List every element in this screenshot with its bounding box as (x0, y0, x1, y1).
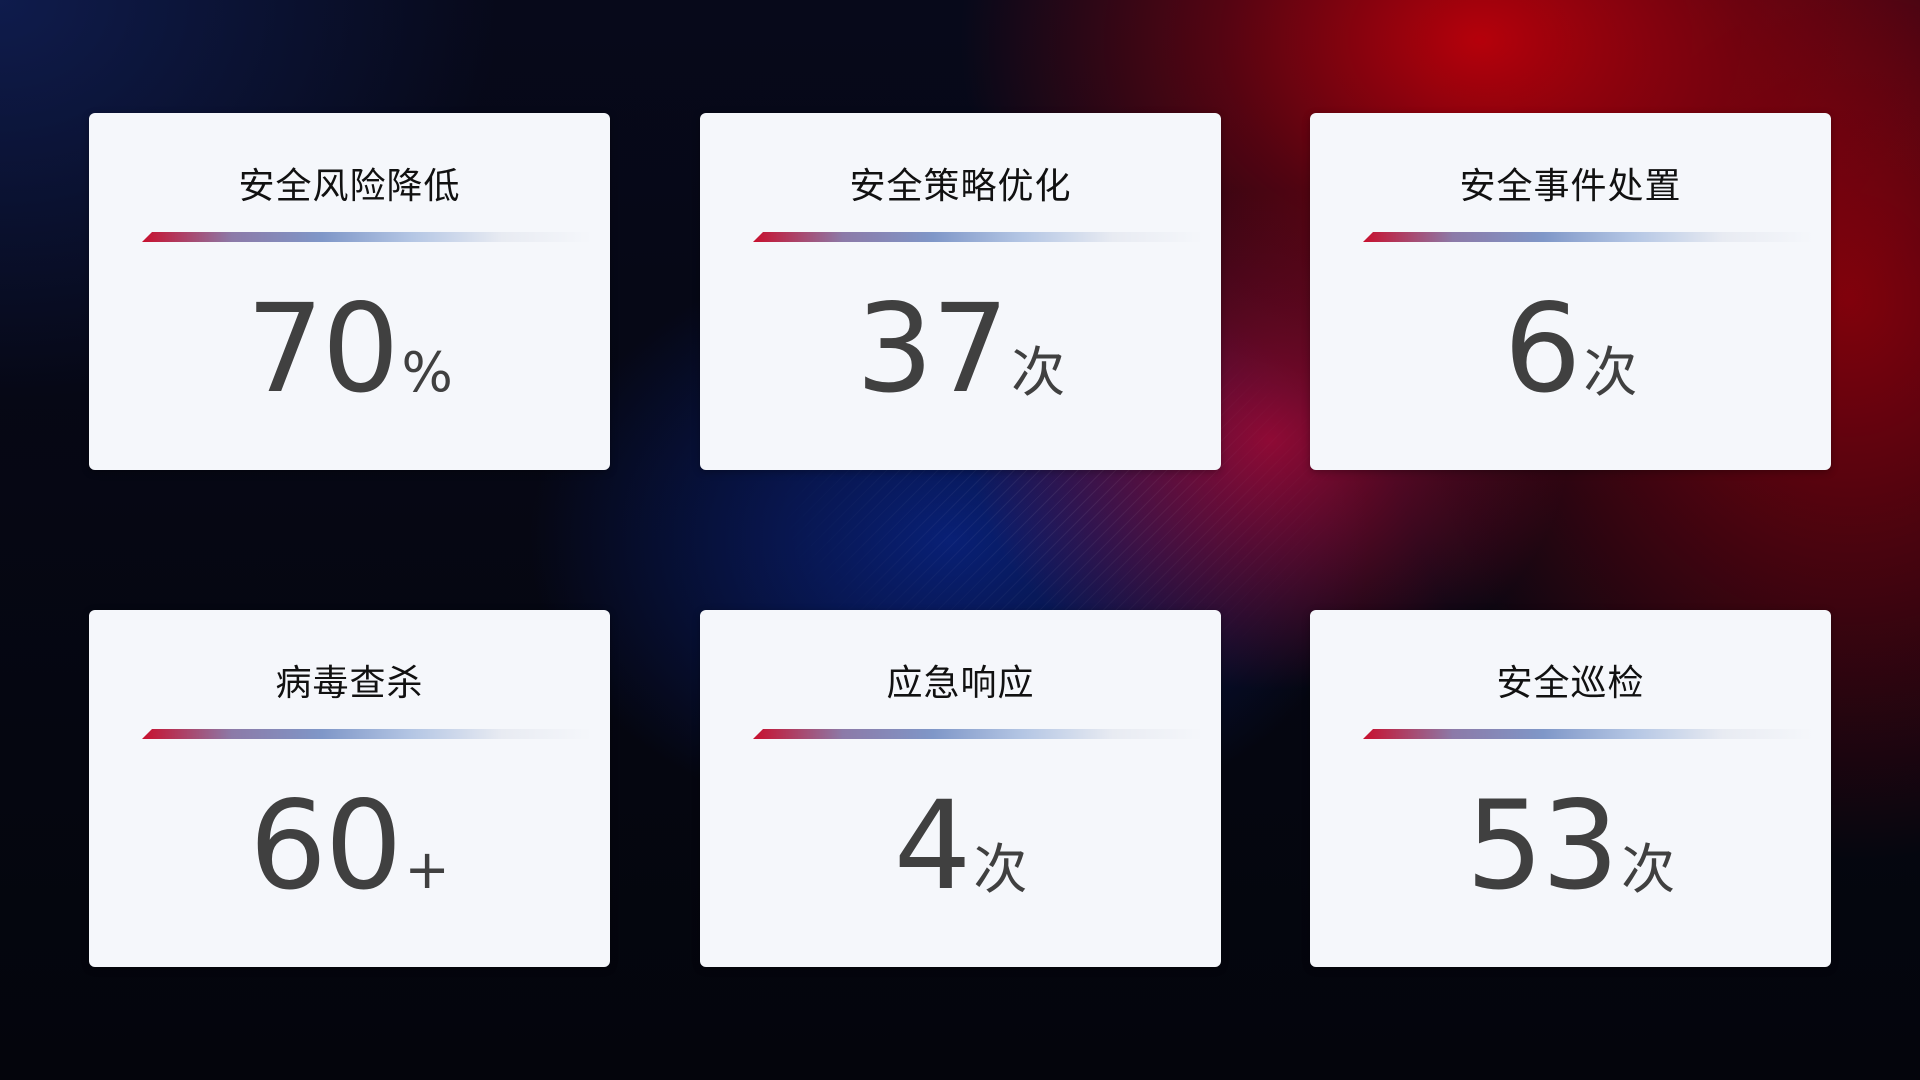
stat-card-virus-removal: 病毒查杀 60+ (89, 610, 610, 967)
card-title: 应急响应 (886, 663, 1035, 704)
value-unit: 次 (1583, 341, 1638, 404)
title-underline-bar (753, 729, 1203, 739)
title-underline-bar (1363, 729, 1813, 739)
card-value: 37次 (700, 278, 1221, 420)
value-number: 70 (246, 278, 399, 420)
card-value: 4次 (700, 775, 1221, 917)
stat-card-security-inspection: 安全巡检 53次 (1310, 610, 1831, 967)
stat-card-incident-handling: 安全事件处置 6次 (1310, 113, 1831, 470)
value-number: 6 (1503, 278, 1582, 420)
card-title: 病毒查杀 (275, 663, 424, 704)
stat-card-policy-optimization: 安全策略优化 37次 (700, 113, 1221, 470)
title-underline-bar (142, 729, 592, 739)
card-value: 70% (89, 278, 610, 420)
stat-card-risk-reduction: 安全风险降低 70% (89, 113, 610, 470)
stat-card-emergency-response: 应急响应 4次 (700, 610, 1221, 967)
card-title: 安全事件处置 (1459, 166, 1682, 207)
card-value: 60+ (89, 775, 610, 917)
card-title: 安全风险降低 (238, 166, 461, 207)
value-unit: + (404, 838, 450, 901)
value-unit: % (401, 341, 453, 404)
value-unit: 次 (1621, 838, 1676, 901)
title-underline-bar (753, 232, 1203, 242)
title-underline-bar (142, 232, 592, 242)
card-title: 安全巡检 (1496, 663, 1645, 704)
card-value: 53次 (1310, 775, 1831, 917)
value-unit: 次 (1011, 341, 1066, 404)
value-number: 4 (893, 775, 972, 917)
value-unit: 次 (973, 838, 1028, 901)
title-underline-bar (1363, 232, 1813, 242)
value-number: 37 (855, 278, 1009, 420)
card-title: 安全策略优化 (849, 166, 1072, 207)
value-number: 53 (1465, 775, 1619, 917)
card-value: 6次 (1310, 278, 1831, 420)
value-number: 60 (249, 775, 402, 917)
